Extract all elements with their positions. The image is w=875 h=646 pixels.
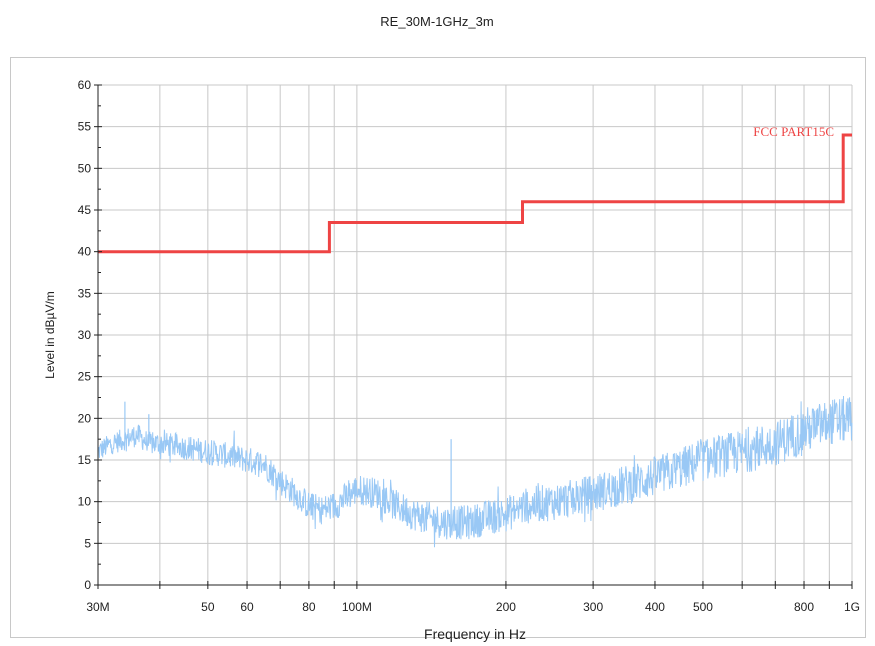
x-tick-label: 400 xyxy=(645,600,665,614)
y-tick-label: 35 xyxy=(78,286,92,300)
x-tick-label: 200 xyxy=(496,600,516,614)
x-tick-label: 30M xyxy=(86,600,109,614)
x-tick-label: 50 xyxy=(201,600,215,614)
y-tick-label: 5 xyxy=(84,536,91,550)
y-tick-label: 25 xyxy=(78,370,92,384)
y-tick-label: 15 xyxy=(78,453,92,467)
series-fcc-part15c-limit xyxy=(98,133,852,254)
y-tick-label: 55 xyxy=(78,120,92,134)
series-layer xyxy=(97,133,853,548)
y-tick-label: 45 xyxy=(78,203,92,217)
y-tick-label: 40 xyxy=(78,245,92,259)
y-tick-label: 20 xyxy=(78,411,92,425)
x-tick-label: 800 xyxy=(794,600,814,614)
y-tick-label: 50 xyxy=(78,161,92,175)
x-tick-label: 1G xyxy=(844,600,860,614)
x-tick-label: 300 xyxy=(583,600,603,614)
y-tick-label: 30 xyxy=(78,328,92,342)
y-tick-label: 0 xyxy=(84,578,91,592)
x-tick-label: 60 xyxy=(240,600,254,614)
legend-fcc-part15c: FCC PART15C xyxy=(753,124,834,139)
axes xyxy=(94,84,853,589)
x-tick-label: 500 xyxy=(693,600,713,614)
chart-title: RE_30M-1GHz_3m xyxy=(380,14,493,29)
chart-frame xyxy=(10,57,866,638)
y-axis-title: Level in dBµV/m xyxy=(43,291,57,379)
x-axis-title: Frequency in Hz xyxy=(424,626,526,642)
tick-labels: 0 5 10 15 20 25 30 35 40 45 50 55 60 30M 50 60 80 100M 200… xyxy=(78,78,860,614)
x-tick-label: 100M xyxy=(342,600,372,614)
x-tick-label: 80 xyxy=(302,600,316,614)
y-tick-label: 10 xyxy=(78,495,92,509)
y-tick-label: 60 xyxy=(78,78,92,92)
series-measurement xyxy=(97,395,853,548)
